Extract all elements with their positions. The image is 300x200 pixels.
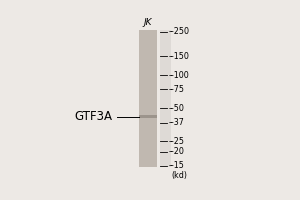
Text: --37: --37 [169, 118, 185, 127]
Text: --50: --50 [169, 104, 185, 113]
Bar [139, 30, 157, 167]
Text: --150: --150 [169, 52, 190, 61]
Text: --250: --250 [169, 27, 190, 36]
Text: --75: --75 [169, 85, 185, 94]
Bar [160, 30, 171, 167]
Text: GTF3A: GTF3A [74, 110, 112, 123]
Text: (kd): (kd) [171, 171, 187, 180]
Text: --100: --100 [169, 71, 190, 80]
Text: --15: --15 [169, 161, 185, 170]
Text: --25: --25 [169, 137, 185, 146]
Text: JK: JK [143, 18, 152, 27]
Text: --20: --20 [169, 147, 185, 156]
Bar [139, 115, 157, 118]
